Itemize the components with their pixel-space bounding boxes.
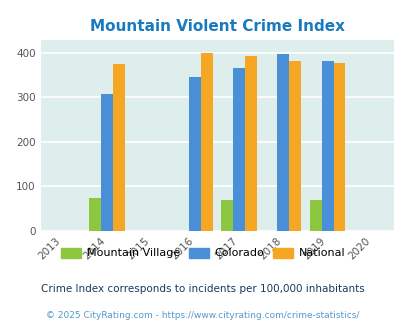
Bar: [321, 61, 333, 231]
Title: Mountain Violent Crime Index: Mountain Violent Crime Index: [90, 19, 344, 34]
Bar: [89, 198, 100, 231]
Text: © 2025 CityRating.com - https://www.cityrating.com/crime-statistics/: © 2025 CityRating.com - https://www.city…: [46, 312, 359, 320]
Bar: [309, 200, 321, 231]
Bar: [200, 53, 213, 231]
Bar: [221, 200, 233, 231]
Text: Crime Index corresponds to incidents per 100,000 inhabitants: Crime Index corresponds to incidents per…: [41, 284, 364, 294]
Bar: [233, 68, 245, 231]
Bar: [100, 94, 113, 231]
Bar: [277, 54, 289, 231]
Bar: [113, 64, 124, 231]
Bar: [333, 63, 345, 231]
Legend: Mountain Village, Colorado, National: Mountain Village, Colorado, National: [56, 243, 349, 263]
Bar: [189, 78, 200, 231]
Bar: [289, 61, 301, 231]
Bar: [245, 56, 256, 231]
